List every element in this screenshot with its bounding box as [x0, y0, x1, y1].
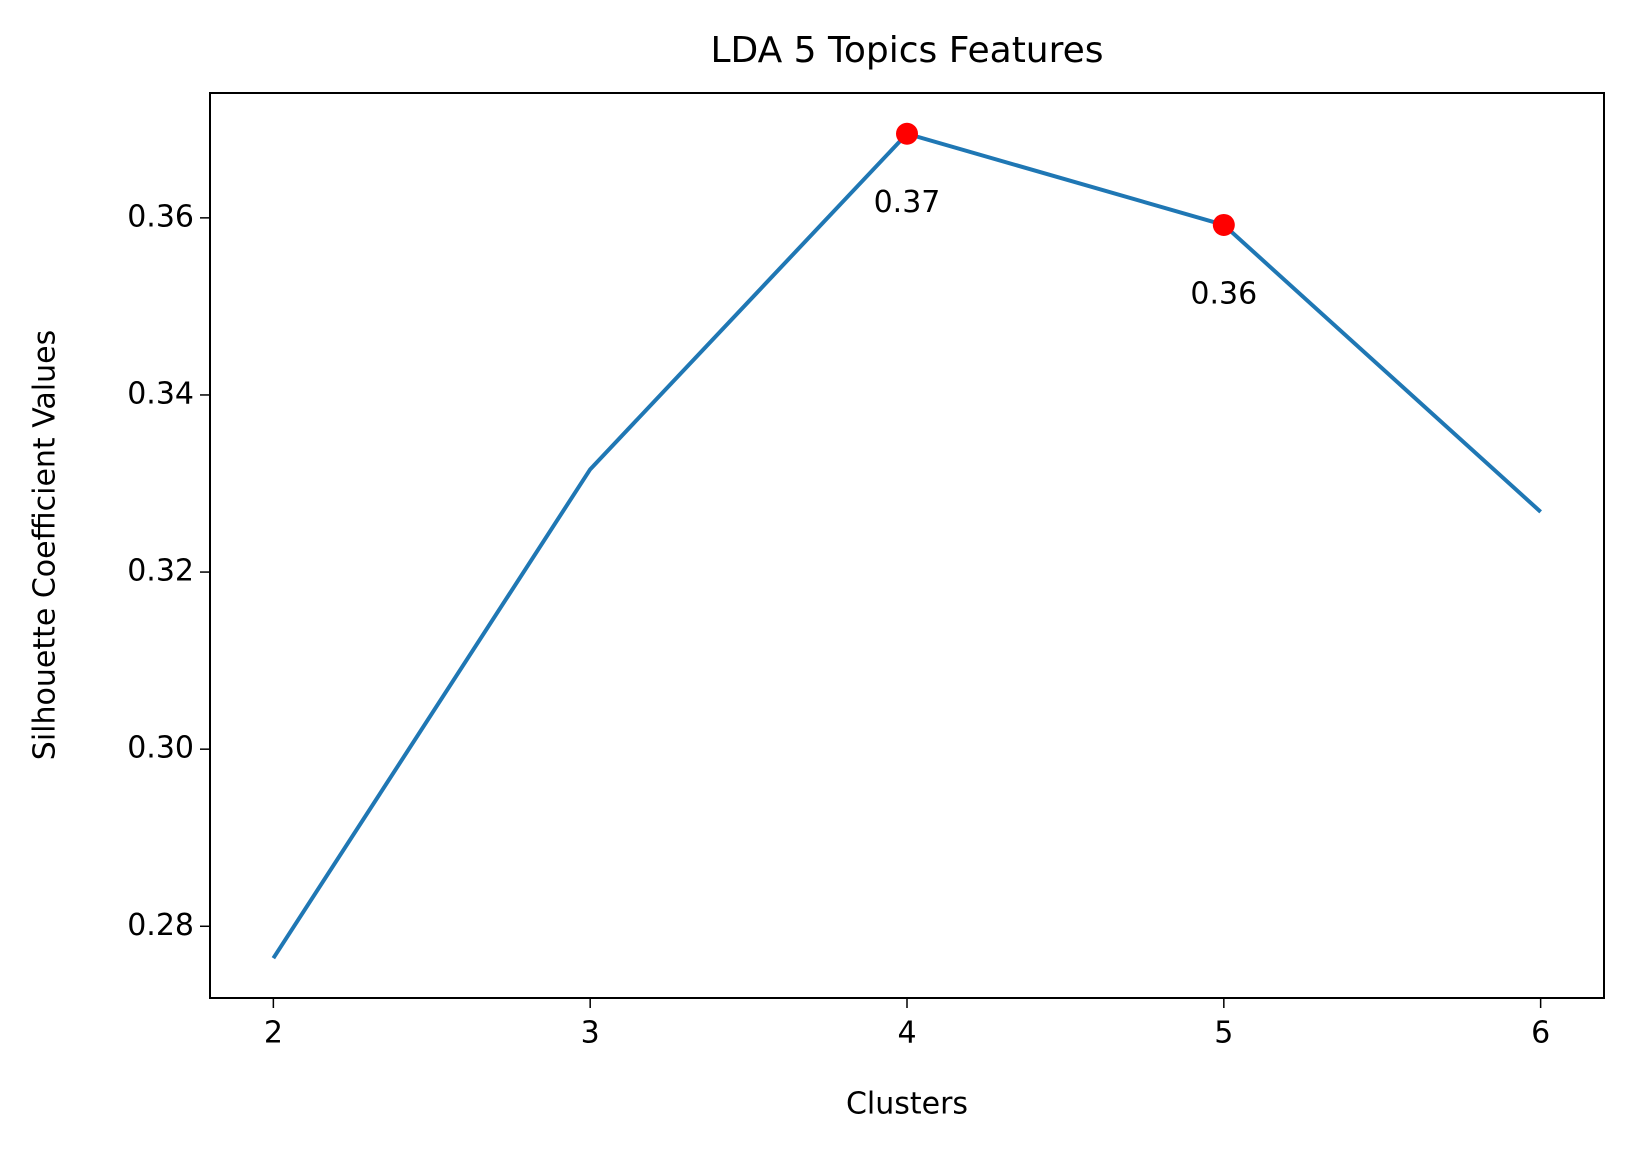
- x-tick-label: 6: [1531, 1016, 1550, 1051]
- x-axis-label: Clusters: [846, 1087, 968, 1122]
- line-series: [271, 131, 1542, 960]
- y-tick-label: 0.30: [127, 731, 194, 766]
- x-tick-label: 5: [1214, 1016, 1233, 1051]
- y-tick-label: 0.34: [127, 376, 194, 411]
- chart-title: LDA 5 Topics Features: [710, 30, 1103, 71]
- y-axis-label: Silhouette Coefficient Values: [28, 330, 63, 760]
- y-tick-label: 0.32: [127, 554, 194, 589]
- x-tick-label: 3: [581, 1016, 600, 1051]
- highlight-point: [896, 122, 918, 145]
- y-tick-label: 0.36: [127, 199, 194, 234]
- y-tick-label: 0.28: [127, 908, 194, 943]
- plot-frame: [209, 92, 1605, 999]
- data-label: 0.36: [1190, 276, 1257, 311]
- highlight-point: [1212, 213, 1235, 236]
- x-tick-label: 4: [897, 1016, 916, 1051]
- x-tick-label: 2: [264, 1016, 283, 1051]
- data-label: 0.37: [874, 185, 941, 220]
